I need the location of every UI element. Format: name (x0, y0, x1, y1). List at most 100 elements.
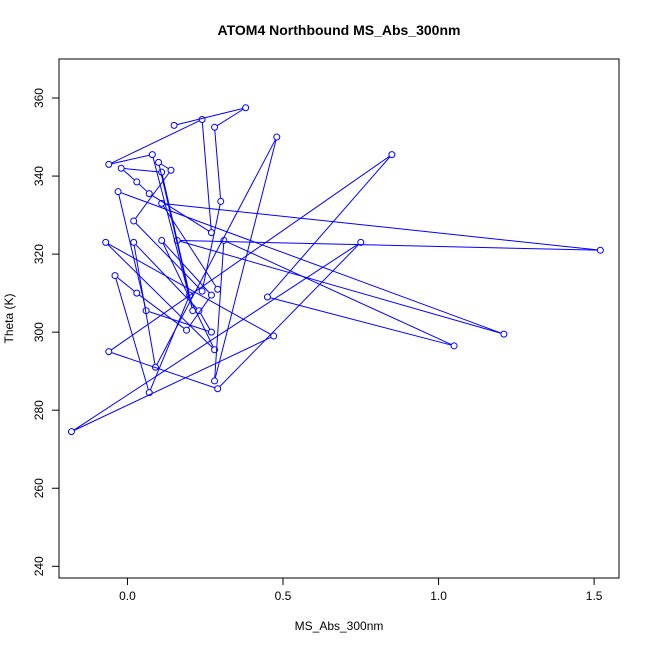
series-segment (219, 244, 360, 387)
data-point (242, 104, 250, 112)
data-point (158, 199, 166, 207)
data-point (114, 188, 122, 196)
data-point (273, 133, 281, 141)
series-segment (120, 192, 502, 334)
data-point (145, 389, 153, 397)
series-segment (115, 278, 149, 390)
data-point (117, 164, 125, 172)
data-point (450, 342, 458, 350)
data-point (211, 377, 219, 385)
y-tick-label: 360 (32, 88, 46, 108)
series-segment (160, 163, 169, 170)
data-point (211, 123, 219, 131)
series-segment (111, 120, 200, 164)
series-segment (200, 313, 211, 330)
series-segment (138, 294, 185, 329)
x-tick-label: 0.5 (275, 589, 292, 603)
data-point (183, 326, 191, 334)
x-tick-label: 0.0 (119, 589, 136, 603)
data-point (270, 332, 278, 340)
data-point (214, 285, 222, 293)
y-tick-label: 260 (32, 478, 46, 498)
series-segment (156, 139, 276, 365)
series-segment (111, 352, 215, 389)
data-point (198, 115, 206, 123)
data-point (207, 229, 215, 237)
series-segment (163, 242, 210, 294)
series-segment (118, 194, 146, 308)
series-segment (214, 139, 277, 379)
y-tick-label: 280 (32, 400, 46, 420)
data-point (207, 291, 215, 299)
x-axis: 0.0 0.5 1.0 1.5 (119, 578, 603, 603)
data-point (220, 236, 228, 244)
chart-title: ATOM4 Northbound MS_Abs_300nm (218, 22, 461, 38)
data-point (357, 238, 365, 246)
series-segment (270, 297, 452, 346)
data-point (105, 160, 113, 168)
series-segment (152, 157, 193, 308)
data-point (155, 158, 163, 166)
series-segment (158, 165, 193, 308)
series-segment (176, 108, 243, 126)
y-axis: 240 260 280 300 320 340 360 (32, 88, 59, 576)
y-tick-label: 340 (32, 166, 46, 186)
data-point (133, 178, 141, 186)
data-point (145, 190, 153, 198)
series-segment (269, 156, 391, 296)
series-segment (202, 204, 221, 289)
x-axis-label: MS_Abs_300nm (295, 619, 384, 633)
series-segment (110, 155, 390, 351)
series-segment (108, 243, 272, 336)
data-point (102, 238, 110, 246)
data-point (158, 168, 166, 176)
data-point (195, 307, 203, 315)
data-point (596, 246, 604, 254)
data-point (214, 385, 222, 393)
x-tick-label: 1.5 (586, 589, 603, 603)
series-segment (162, 205, 217, 287)
data-point (105, 348, 113, 356)
data-point (67, 428, 75, 436)
series-segment (73, 336, 272, 431)
data-point (111, 272, 119, 280)
series-segment (151, 194, 210, 232)
series-segment (117, 277, 135, 292)
data-point (217, 197, 225, 205)
y-tick-label: 240 (32, 556, 46, 576)
data-point (263, 293, 271, 301)
plot-frame (58, 58, 620, 579)
series-segment (107, 244, 213, 348)
data-point (133, 289, 141, 297)
series-points (67, 104, 604, 436)
data-point (170, 121, 178, 129)
data-point (388, 151, 396, 159)
series-segment (187, 297, 211, 329)
data-point (207, 328, 215, 336)
data-point (130, 238, 138, 246)
data-point (130, 217, 138, 225)
series-segment (161, 174, 190, 293)
series-segment (179, 240, 502, 334)
data-point (198, 287, 206, 295)
y-axis-label: Theta (K) (2, 293, 16, 343)
data-point (211, 346, 219, 354)
data-point (151, 363, 159, 371)
data-point (142, 307, 150, 315)
series-segment (214, 243, 225, 378)
data-point (500, 330, 508, 338)
series-segment (214, 130, 222, 199)
series-segment (73, 243, 359, 431)
series-segment (149, 297, 189, 391)
data-point (186, 291, 194, 299)
series-segment (123, 169, 135, 181)
series-segment (138, 183, 148, 192)
y-tick-label: 320 (32, 244, 46, 264)
data-point (148, 151, 156, 159)
series-segment (216, 108, 244, 127)
series-segment (124, 168, 159, 173)
series-segment (201, 122, 212, 230)
data-point (167, 166, 175, 174)
